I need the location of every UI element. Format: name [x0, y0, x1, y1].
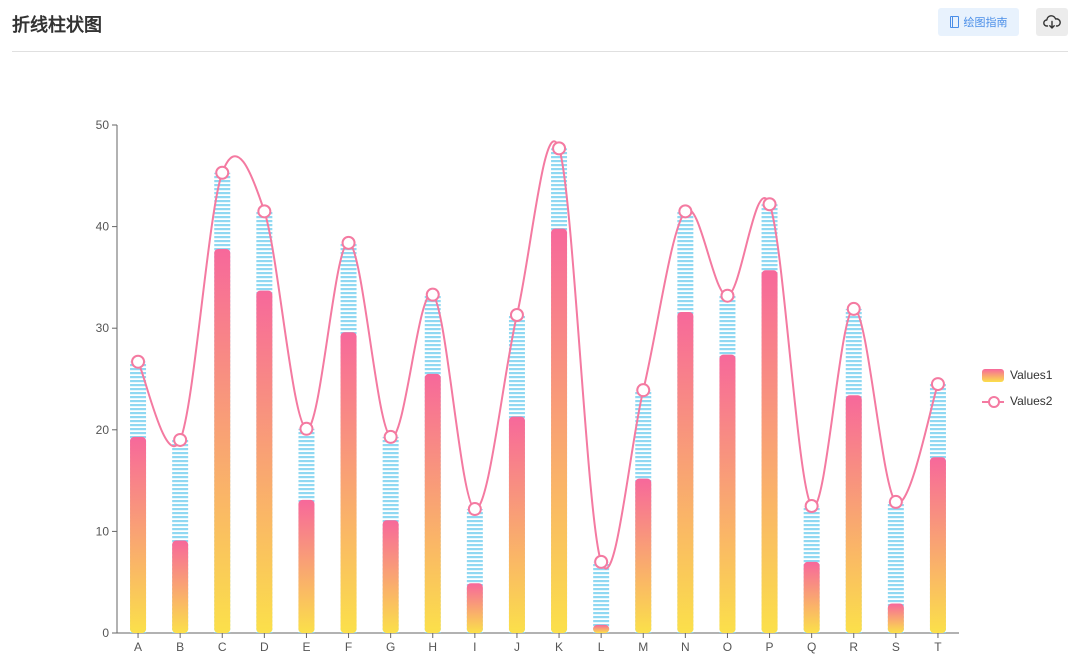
bars-group	[130, 148, 946, 634]
bar	[635, 478, 652, 633]
legend-item-values1[interactable]: Values1	[982, 362, 1052, 388]
line-point	[383, 429, 398, 444]
x-tick-label: D	[260, 640, 269, 654]
bar	[382, 520, 399, 633]
line-point	[341, 235, 356, 250]
x-tick-label: K	[555, 640, 563, 654]
line-point	[425, 287, 440, 302]
x-tick-label: E	[302, 640, 310, 654]
line-point	[173, 432, 188, 447]
x-tick-label: M	[638, 640, 648, 654]
line-point	[594, 554, 609, 569]
line-point	[215, 165, 230, 180]
line-point	[762, 197, 777, 212]
x-tick-label: N	[681, 640, 690, 654]
legend-label-values2: Values2	[1010, 394, 1053, 408]
bar	[887, 603, 904, 633]
x-tick-label: S	[892, 640, 900, 654]
x-tick-label: P	[766, 640, 774, 654]
bar	[256, 290, 273, 633]
x-tick-label: A	[134, 640, 142, 654]
x-tick-label: J	[514, 640, 520, 654]
bar	[677, 311, 694, 633]
line-point	[467, 502, 482, 517]
line-group	[131, 140, 945, 570]
x-tick-label: T	[934, 640, 942, 654]
x-tick-label: L	[598, 640, 605, 654]
bar	[761, 270, 778, 633]
x-tick-label: F	[345, 640, 352, 654]
stripe-column	[887, 501, 904, 633]
cloud-download-icon	[1043, 15, 1061, 29]
download-button[interactable]	[1036, 8, 1068, 36]
line-point	[257, 204, 272, 219]
header-divider	[12, 51, 1068, 52]
book-icon	[949, 16, 959, 28]
x-tick-label: R	[849, 640, 858, 654]
line-point	[131, 354, 146, 369]
x-tick-label: O	[723, 640, 732, 654]
bar	[424, 373, 441, 633]
bar	[803, 561, 820, 633]
line-point	[509, 307, 524, 322]
stripe-column	[593, 561, 610, 633]
line-point	[930, 377, 945, 392]
y-tick-label: 50	[96, 118, 110, 132]
x-tick-label: H	[428, 640, 437, 654]
y-tick-label: 0	[102, 626, 109, 640]
drawing-guide-label: 绘图指南	[963, 16, 1008, 29]
line-point	[846, 301, 861, 316]
x-tick-label: Q	[807, 640, 816, 654]
x-tick-label: G	[386, 640, 395, 654]
y-tick-label: 10	[96, 524, 110, 538]
y-tick-label: 40	[96, 220, 110, 234]
x-tick-label: I	[473, 640, 476, 654]
y-tick-label: 20	[96, 423, 110, 437]
bar	[593, 624, 610, 633]
legend-line-swatch	[982, 395, 1004, 408]
legend-label-values1: Values1	[1010, 368, 1053, 382]
line-point	[804, 499, 819, 513]
page-header: 折线柱状图 绘图指南	[0, 0, 1079, 48]
chart-legend[interactable]: Values1 Values2	[982, 362, 1052, 414]
line-point	[888, 494, 903, 509]
bar	[298, 499, 315, 633]
bar	[466, 583, 483, 633]
drawing-guide-button[interactable]: 绘图指南	[938, 8, 1019, 36]
legend-bar-swatch	[982, 368, 1004, 382]
bar	[172, 540, 189, 633]
x-tick-label: B	[176, 640, 184, 654]
series-line-values2	[137, 140, 939, 570]
line-point	[552, 141, 567, 156]
line-point	[678, 204, 693, 219]
y-tick-label: 30	[96, 321, 110, 335]
bar	[508, 416, 525, 633]
bar	[929, 457, 946, 633]
bar	[130, 436, 147, 633]
bar	[719, 354, 736, 633]
bar	[845, 395, 862, 633]
legend-item-values2[interactable]: Values2	[982, 388, 1052, 414]
page-title: 折线柱状图	[12, 15, 102, 36]
line-point	[636, 383, 651, 398]
bar	[340, 332, 357, 633]
line-point	[720, 288, 735, 303]
bar	[551, 228, 568, 633]
bar	[214, 248, 231, 633]
x-tick-label: C	[218, 640, 227, 654]
line-point	[299, 421, 314, 436]
